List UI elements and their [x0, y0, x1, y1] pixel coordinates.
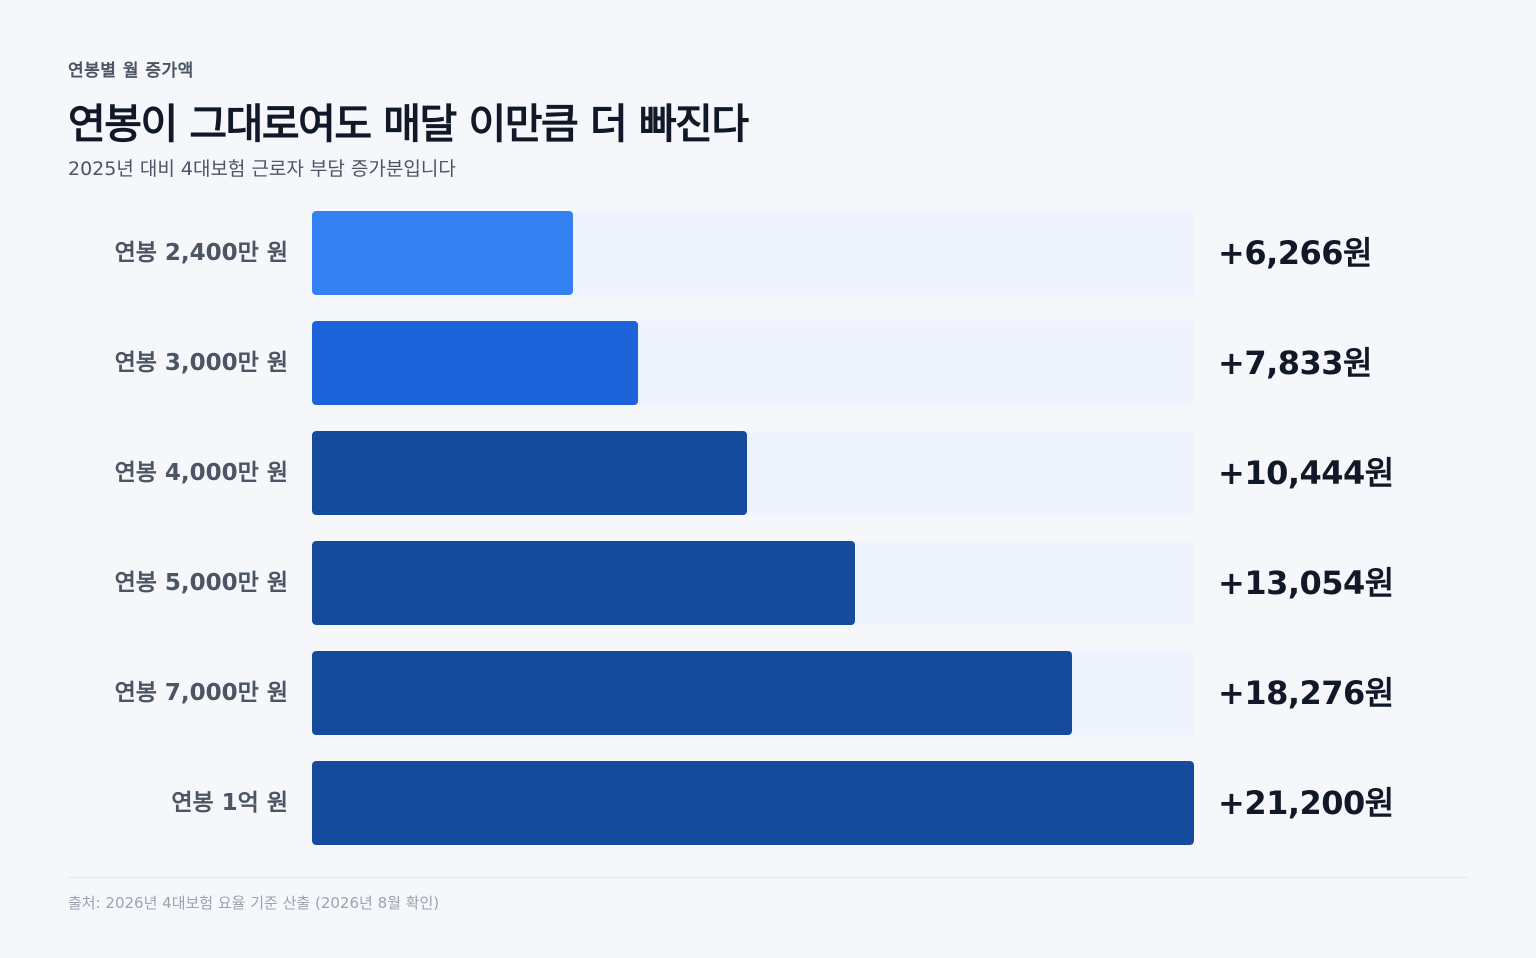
value-label: +13,054원 [1218, 564, 1394, 602]
chart-title: 연봉이 그대로여도 매달 이만큼 더 빠진다 [68, 100, 749, 148]
bar-track [312, 761, 1194, 845]
chart-eyebrow: 연봉별 월 증가액 [68, 61, 194, 81]
category-label: 연봉 4,000만 원 [114, 460, 288, 486]
bar-track [312, 541, 1194, 625]
bar-row: 연봉 4,000만 원 +10,444원 [0, 431, 1536, 515]
bar-row: 연봉 2,400만 원 +6,266원 [0, 211, 1536, 295]
bar-track [312, 651, 1194, 735]
bar-row: 연봉 1억 원 +21,200원 [0, 761, 1536, 845]
bar-row: 연봉 7,000만 원 +18,276원 [0, 651, 1536, 735]
bar [312, 321, 638, 405]
footer-divider [68, 877, 1468, 878]
bar [312, 761, 1194, 845]
category-label: 연봉 1억 원 [171, 790, 288, 816]
chart-subtitle: 2025년 대비 4대보험 근로자 부담 증가분입니다 [68, 158, 456, 180]
bar-row: 연봉 5,000만 원 +13,054원 [0, 541, 1536, 625]
bar [312, 431, 747, 515]
bar [312, 651, 1072, 735]
bar-row: 연봉 3,000만 원 +7,833원 [0, 321, 1536, 405]
category-label: 연봉 3,000만 원 [114, 350, 288, 376]
category-label: 연봉 5,000만 원 [114, 570, 288, 596]
category-label: 연봉 2,400만 원 [114, 240, 288, 266]
bar-track [312, 211, 1194, 295]
bar [312, 211, 573, 295]
source-note: 출처: 2026년 4대보험 요율 기준 산출 (2026년 8월 확인) [68, 894, 440, 912]
value-label: +21,200원 [1218, 784, 1394, 822]
bar-track [312, 321, 1194, 405]
value-label: +18,276원 [1218, 674, 1394, 712]
value-label: +7,833원 [1218, 344, 1372, 382]
bar [312, 541, 855, 625]
category-label: 연봉 7,000만 원 [114, 680, 288, 706]
value-label: +10,444원 [1218, 454, 1394, 492]
bar-track [312, 431, 1194, 515]
value-label: +6,266원 [1218, 234, 1372, 272]
